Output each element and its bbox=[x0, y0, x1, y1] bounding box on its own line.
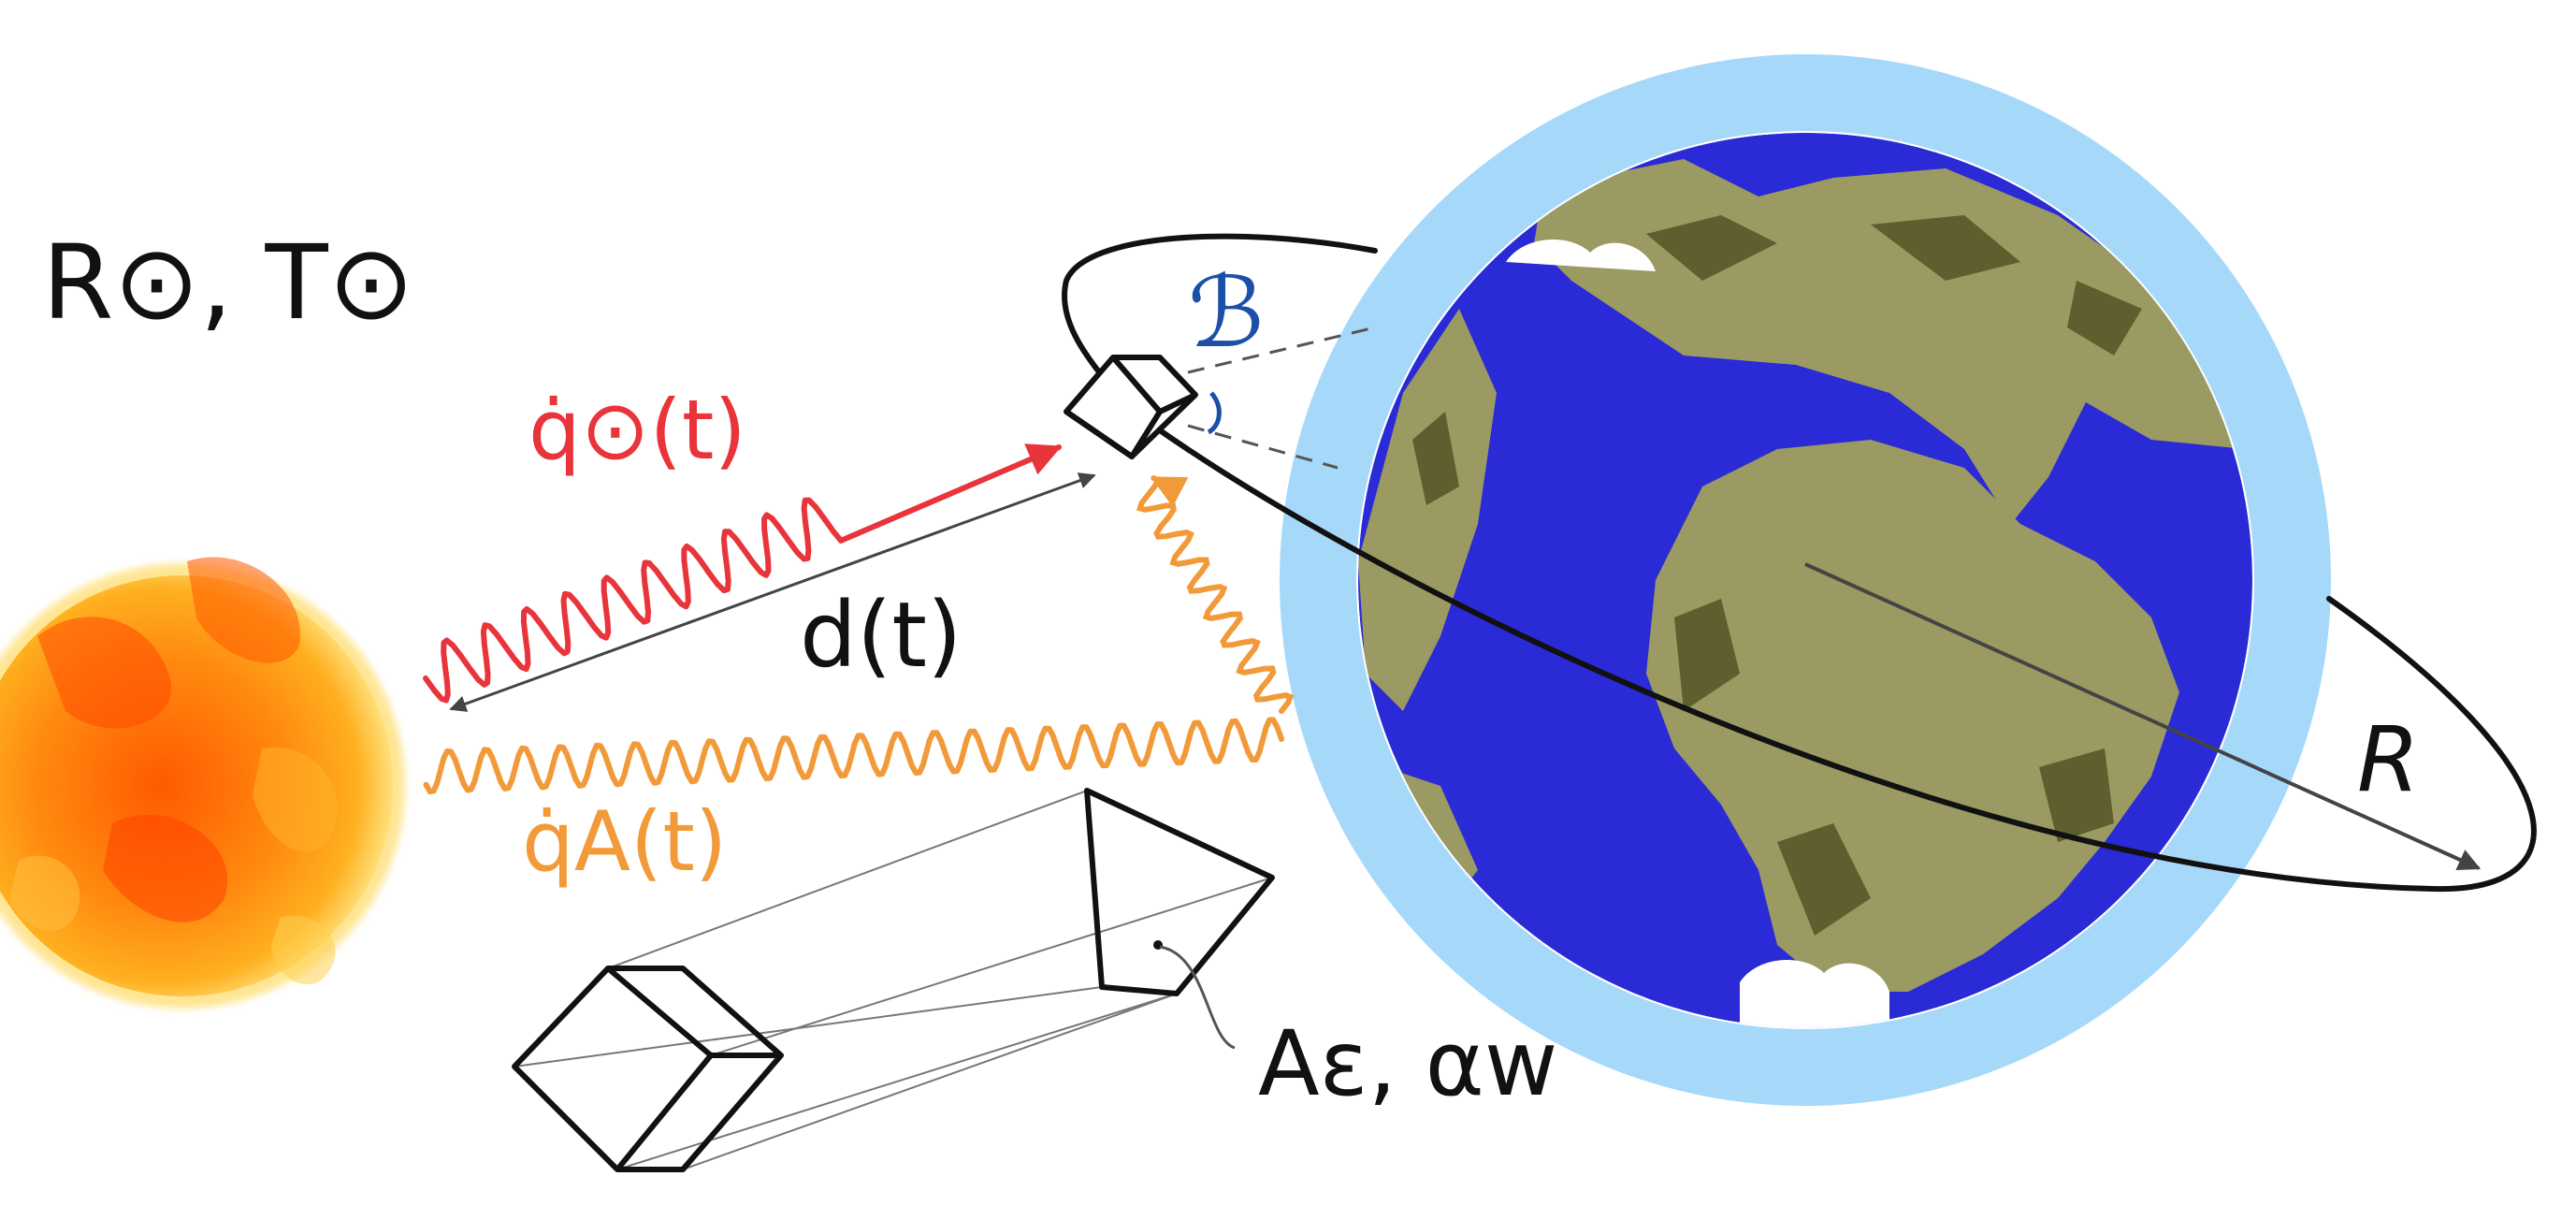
radius-label: R bbox=[2357, 707, 2420, 812]
frame-dashes bbox=[1187, 326, 1376, 470]
solar-flux-label: q̇⊙(t) bbox=[528, 382, 746, 478]
surface-leader bbox=[1159, 945, 1236, 1050]
sun-params-label: R⊙, T⊙ bbox=[42, 223, 414, 342]
surface-prism bbox=[512, 788, 1275, 1172]
cube-satellite-icon bbox=[1064, 355, 1198, 459]
solar-flux-arrow bbox=[423, 443, 1063, 704]
sun-icon bbox=[0, 557, 405, 1009]
orbit-ellipse bbox=[1062, 233, 2537, 893]
albedo-flux-arrow-up bbox=[1136, 475, 1295, 714]
earth-icon bbox=[1280, 54, 2331, 1106]
albedo-flux-label: q̇A(t) bbox=[522, 793, 727, 890]
distance-vector bbox=[449, 472, 1096, 712]
albedo-flux-arrow bbox=[423, 717, 1284, 795]
surface-props-label: Aε, αw bbox=[1258, 1011, 1557, 1116]
radius-arrow bbox=[1804, 562, 2482, 871]
frame-label: ℬ bbox=[1188, 255, 1265, 370]
distance-label: d(t) bbox=[800, 583, 962, 688]
frame-bracket bbox=[1207, 391, 1222, 435]
